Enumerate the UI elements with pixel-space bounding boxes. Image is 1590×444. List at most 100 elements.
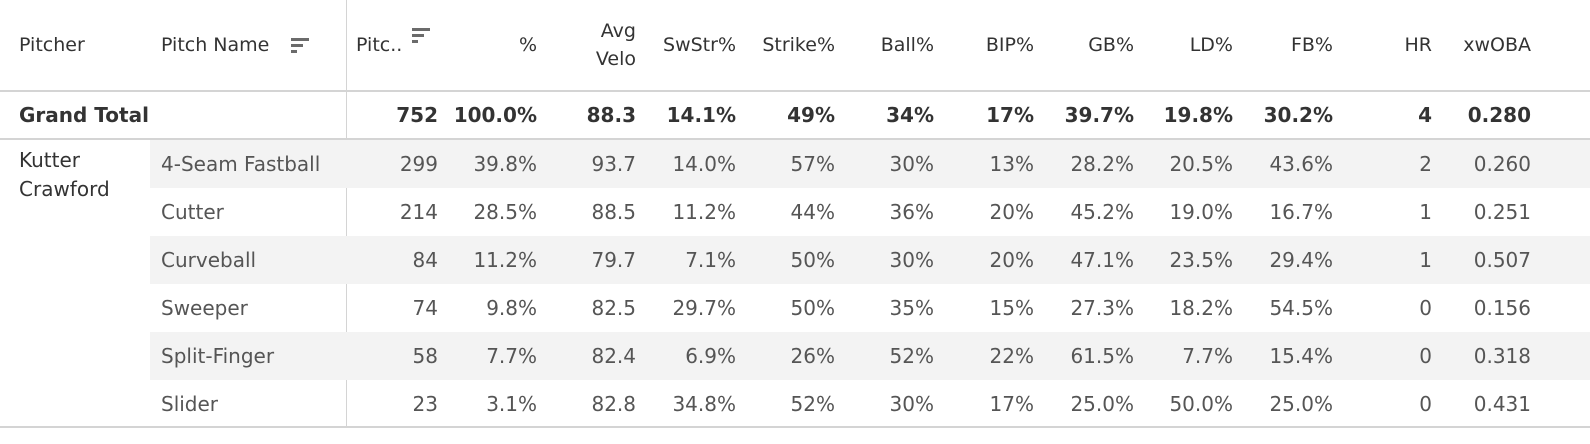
swstr-cell: 29.7% xyxy=(672,296,736,320)
grand-total-label: Grand Total xyxy=(19,103,149,127)
fb-cell: 25.0% xyxy=(1269,392,1333,416)
col-header-gb[interactable]: GB% xyxy=(1040,0,1134,90)
grand-total-swstr: 14.1% xyxy=(666,103,736,127)
hr-cell: 0 xyxy=(1419,296,1432,320)
col-header-percent[interactable]: % xyxy=(440,0,537,90)
grand-total-avg-velo: 88.3 xyxy=(586,103,636,127)
table-row[interactable]: Split-Finger 58 7.7% 82.4 6.9% 26% 52% 22% 61.5%… xyxy=(150,332,1590,380)
ld-cell: 19.0% xyxy=(1169,200,1233,224)
ball-cell: 35% xyxy=(889,296,934,320)
ld-cell: 20.5% xyxy=(1169,152,1233,176)
col-header-pitch-name[interactable]: Pitch Name xyxy=(161,0,310,90)
ball-cell: 30% xyxy=(889,152,934,176)
ld-cell: 50.0% xyxy=(1169,392,1233,416)
col-header-strike[interactable]: Strike% xyxy=(740,0,835,90)
grand-total-ld: 19.8% xyxy=(1163,103,1233,127)
pitches-cell: 299 xyxy=(399,152,438,176)
fb-cell: 15.4% xyxy=(1269,344,1333,368)
gb-cell: 27.3% xyxy=(1070,296,1134,320)
col-header-ball[interactable]: Ball% xyxy=(840,0,934,90)
pitches-cell: 23 xyxy=(412,392,438,416)
strike-cell: 26% xyxy=(790,344,835,368)
grand-total-hr: 4 xyxy=(1418,103,1432,127)
fb-cell: 29.4% xyxy=(1269,248,1333,272)
xwoba-cell: 0.156 xyxy=(1473,296,1531,320)
table-row[interactable]: Sweeper 74 9.8% 82.5 29.7% 50% 35% 15% 27.3% 18.2… xyxy=(150,284,1590,332)
pitch-name-cell: Cutter xyxy=(161,200,224,224)
bip-cell: 17% xyxy=(989,392,1034,416)
col-header-bip-label: BIP% xyxy=(985,34,1034,56)
pitches-cell: 84 xyxy=(412,248,438,272)
pitch-name-cell: Split-Finger xyxy=(161,344,275,368)
col-header-xwoba[interactable]: xwOBA xyxy=(1440,0,1531,90)
percent-cell: 3.1% xyxy=(486,392,537,416)
col-header-pitches[interactable]: Pitc.. xyxy=(356,0,431,90)
col-header-ball-label: Ball% xyxy=(880,34,934,56)
col-header-ld-label: LD% xyxy=(1189,34,1233,56)
gb-cell: 28.2% xyxy=(1070,152,1134,176)
avg-velo-cell: 82.4 xyxy=(591,344,636,368)
col-header-avg-velo[interactable]: Avg Velo xyxy=(560,0,636,90)
ball-cell: 52% xyxy=(889,344,934,368)
pitcher-name[interactable]: Kutter Crawford xyxy=(19,148,110,201)
table-row[interactable]: Curveball 84 11.2% 79.7 7.1% 50% 30% 20% 47.1% 23… xyxy=(150,236,1590,284)
col-header-pitcher[interactable]: Pitcher xyxy=(19,0,85,90)
avg-velo-cell: 88.5 xyxy=(591,200,636,224)
ld-cell: 18.2% xyxy=(1169,296,1233,320)
gb-cell: 25.0% xyxy=(1070,392,1134,416)
percent-cell: 28.5% xyxy=(473,200,537,224)
grand-total-xwoba: 0.280 xyxy=(1467,103,1531,127)
percent-cell: 7.7% xyxy=(486,344,537,368)
swstr-cell: 6.9% xyxy=(685,344,736,368)
gb-cell: 45.2% xyxy=(1070,200,1134,224)
col-header-gb-label: GB% xyxy=(1088,34,1134,56)
grand-total-pitches: 752 xyxy=(396,103,438,127)
table-row[interactable]: Cutter 214 28.5% 88.5 11.2% 44% 36% 20% 45.2% 19.… xyxy=(150,188,1590,236)
xwoba-cell: 0.318 xyxy=(1473,344,1531,368)
table-row[interactable]: 4-Seam Fastball 299 39.8% 93.7 14.0% 57% 30% 13… xyxy=(150,140,1590,188)
hr-cell: 0 xyxy=(1419,344,1432,368)
col-header-hr[interactable]: HR xyxy=(1340,0,1433,90)
avg-velo-cell: 79.7 xyxy=(591,248,636,272)
grand-total-bip: 17% xyxy=(986,103,1034,127)
pitches-cell: 214 xyxy=(399,200,438,224)
col-header-swstr[interactable]: SwStr% xyxy=(640,0,736,90)
percent-cell: 9.8% xyxy=(486,296,537,320)
col-header-bip[interactable]: BIP% xyxy=(940,0,1034,90)
sort-descending-icon[interactable] xyxy=(291,37,310,53)
strike-cell: 50% xyxy=(790,248,835,272)
avg-velo-cell: 82.8 xyxy=(591,392,636,416)
table-header: Pitcher Pitch Name Pitc.. % Avg Velo SwSt… xyxy=(0,0,1590,92)
bip-cell: 20% xyxy=(989,200,1034,224)
col-header-fb[interactable]: FB% xyxy=(1240,0,1333,90)
col-header-xwoba-label: xwOBA xyxy=(1463,34,1531,56)
ld-cell: 7.7% xyxy=(1182,344,1233,368)
bip-cell: 15% xyxy=(989,296,1034,320)
percent-cell: 11.2% xyxy=(473,248,537,272)
bip-cell: 22% xyxy=(989,344,1034,368)
swstr-cell: 34.8% xyxy=(672,392,736,416)
hr-cell: 1 xyxy=(1419,248,1432,272)
sort-descending-icon[interactable] xyxy=(412,27,431,43)
bip-cell: 13% xyxy=(989,152,1034,176)
strike-cell: 50% xyxy=(790,296,835,320)
col-header-avg-velo-label: Avg Velo xyxy=(595,20,636,70)
avg-velo-cell: 93.7 xyxy=(591,152,636,176)
pitches-cell: 74 xyxy=(412,296,438,320)
column-divider xyxy=(346,0,347,428)
pitch-name-cell: Slider xyxy=(161,392,219,416)
grand-total-row[interactable]: Grand Total 752 100.0% 88.3 14.1% 49% 34… xyxy=(0,92,1590,140)
hr-cell: 2 xyxy=(1419,152,1432,176)
xwoba-cell: 0.251 xyxy=(1473,200,1531,224)
table-row[interactable]: Slider 23 3.1% 82.8 34.8% 52% 30% 17% 25.0% 50.0%… xyxy=(150,380,1590,428)
bip-cell: 20% xyxy=(989,248,1034,272)
xwoba-cell: 0.431 xyxy=(1473,392,1531,416)
ball-cell: 30% xyxy=(889,248,934,272)
xwoba-cell: 0.260 xyxy=(1473,152,1531,176)
pitch-name-cell: Sweeper xyxy=(161,296,248,320)
grand-total-ball: 34% xyxy=(886,103,934,127)
ball-cell: 36% xyxy=(889,200,934,224)
col-header-ld[interactable]: LD% xyxy=(1140,0,1233,90)
pitch-name-cell: 4-Seam Fastball xyxy=(161,152,321,176)
